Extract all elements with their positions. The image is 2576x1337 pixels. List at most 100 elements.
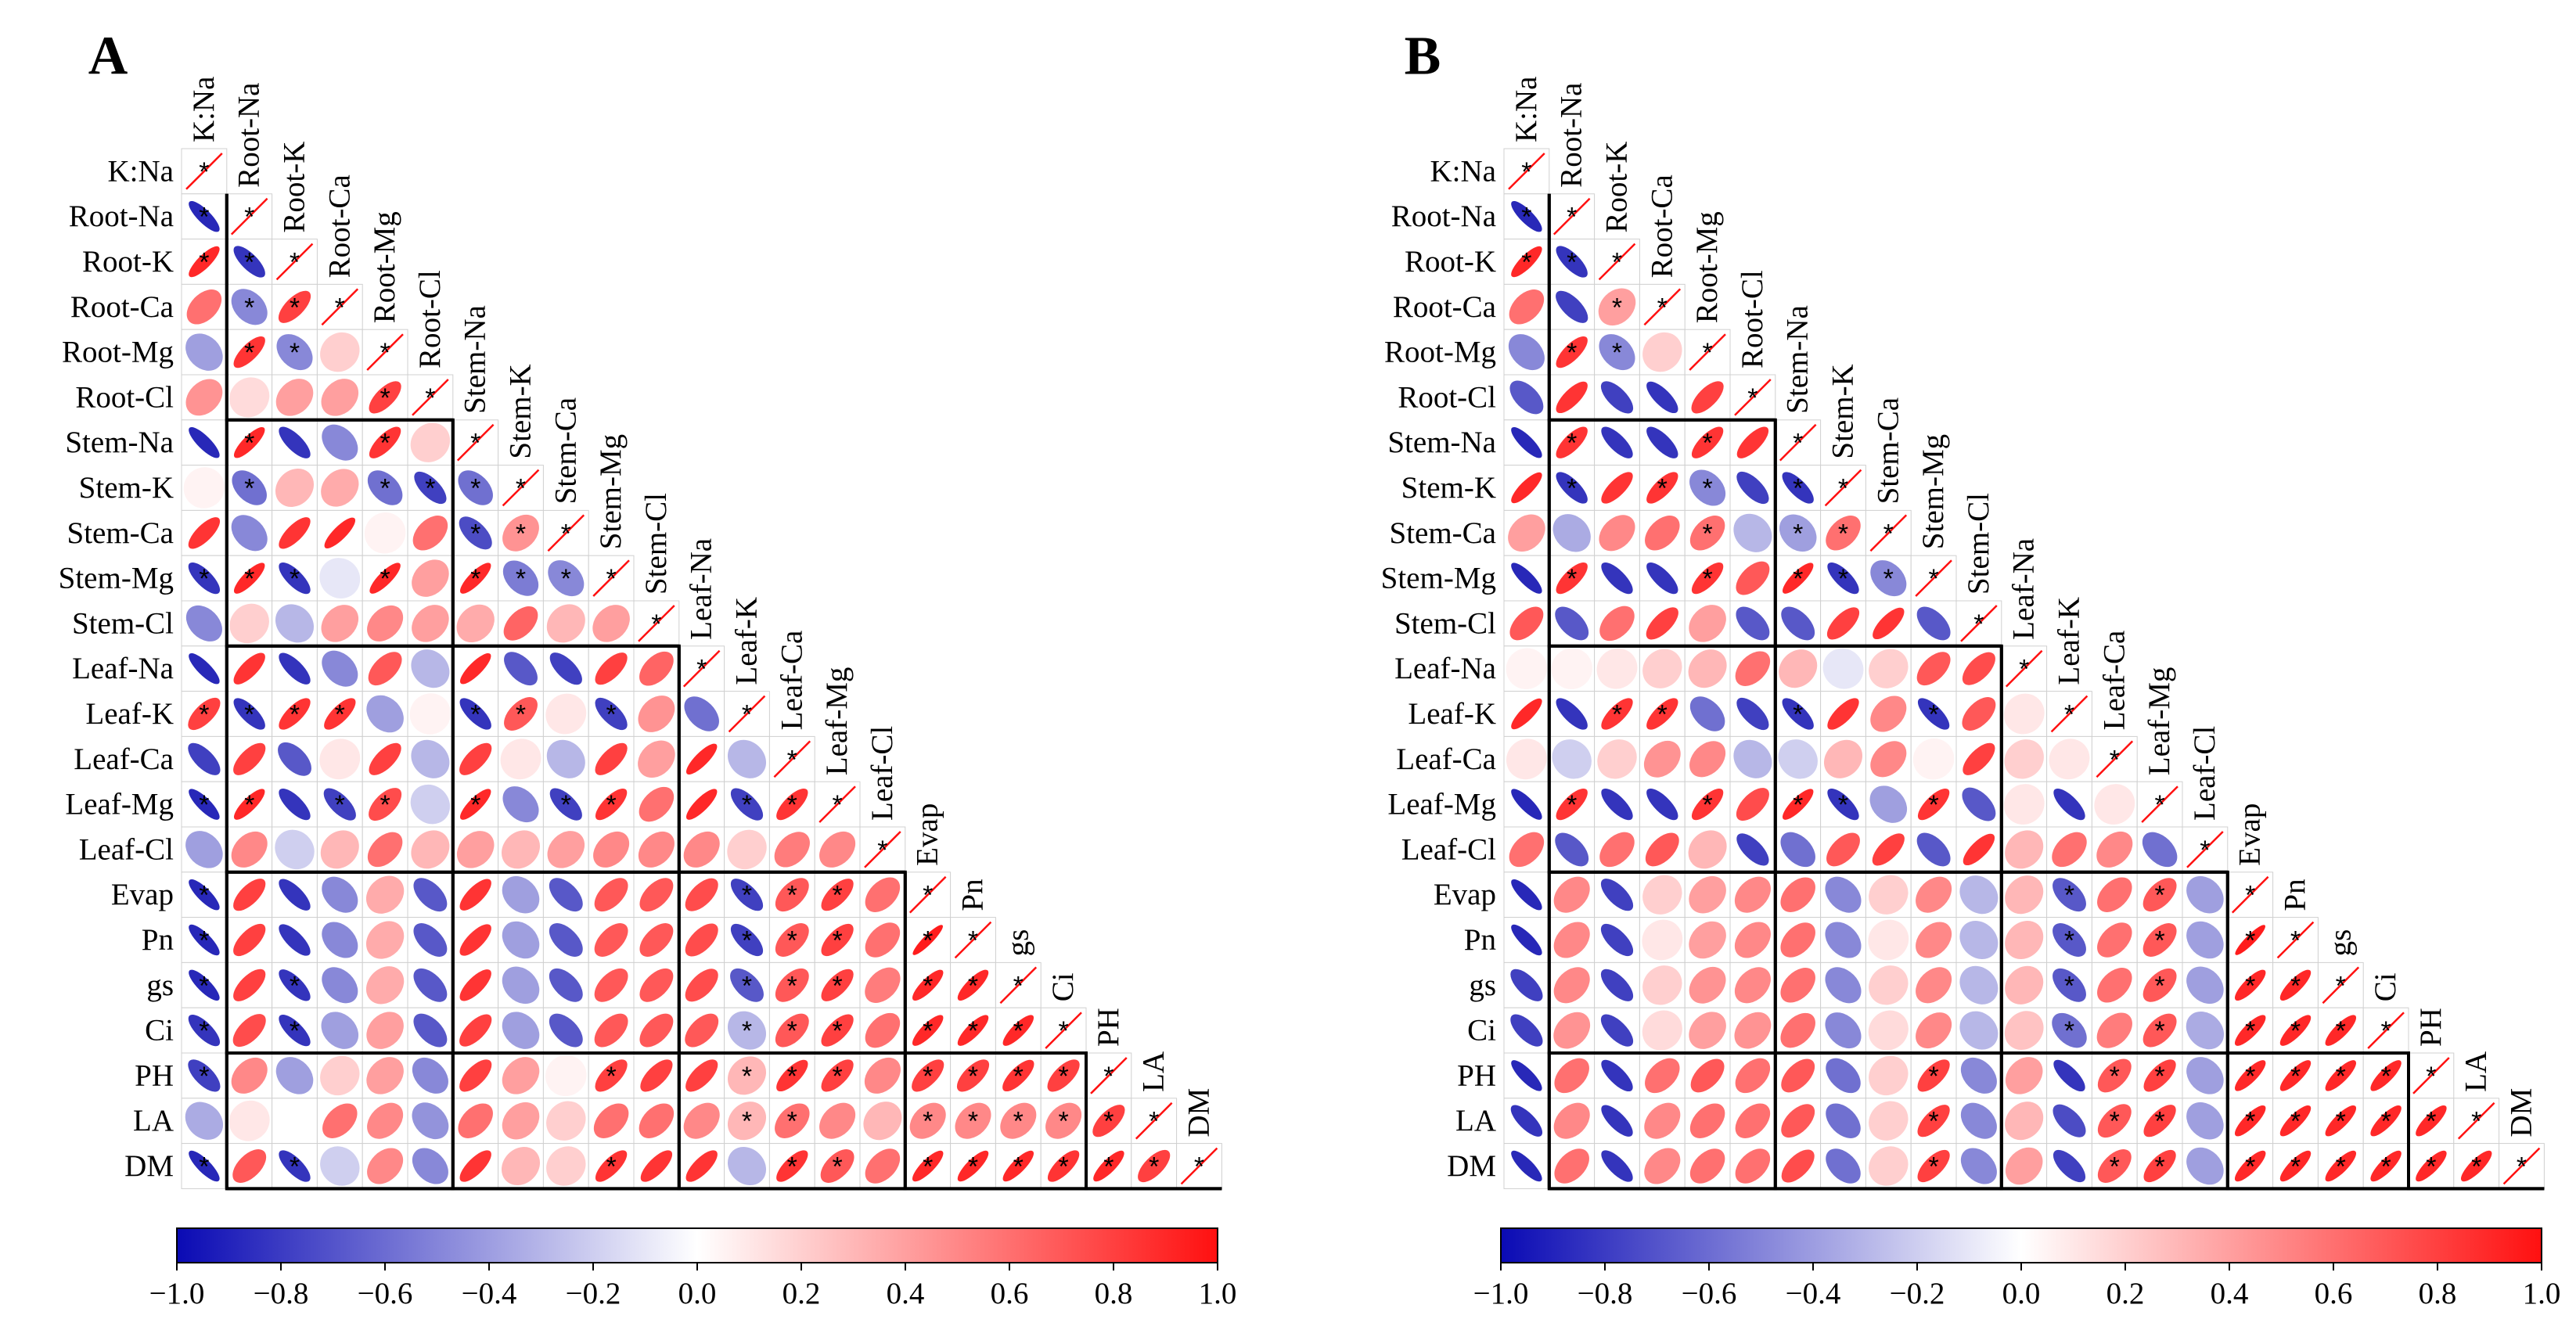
ellipse-14-3: [323, 788, 356, 821]
sig-star-22-13: *: [2110, 1152, 2120, 1182]
sig-star-9-9: *: [1928, 564, 1938, 594]
ellipse-9-3: [1646, 562, 1678, 595]
diag-mark-6: [456, 423, 495, 462]
ellipse-19-15: [865, 1012, 901, 1048]
ellipse-21-20: [1092, 1105, 1125, 1138]
sig-star-22-19: *: [1058, 1152, 1068, 1182]
ellipse-22-10: [640, 1150, 673, 1182]
ellipse-20-1: [1554, 1058, 1589, 1094]
ellipse-21-2: [273, 1100, 316, 1142]
diag-mark-5: [412, 379, 449, 416]
ellipse-13-5: [1733, 739, 1772, 778]
ellipse-14-7: [1827, 788, 1859, 821]
ellipse-6-5: [410, 422, 451, 462]
ellipse-13-7: [1823, 739, 1863, 778]
ellipse-21-3: [322, 1103, 358, 1138]
col-label-4: Root-Mg: [1690, 211, 1724, 323]
ellipse-19-2: [1600, 1014, 1634, 1047]
ellipse-21-1: [1553, 1102, 1590, 1139]
ellipse-22-11: [685, 1150, 718, 1182]
ellipse-10-7: [503, 606, 538, 641]
ellipse-12-7: [1827, 698, 1859, 730]
ellipse-11-10: [639, 651, 674, 686]
ellipse-19-5: [1734, 1012, 1772, 1049]
ellipse-17-13: [2097, 922, 2132, 958]
ellipse-8-2: [1599, 515, 1635, 552]
ellipse-15-7: [1826, 832, 1860, 867]
sig-star-4-2: *: [290, 338, 300, 368]
row-label-15: Leaf-Cl: [1401, 832, 1496, 866]
ellipse-13-7: [500, 739, 541, 780]
ellipse-16-12: [730, 879, 764, 911]
panel-letter-b: B: [1405, 27, 1441, 87]
sig-star-12-12: *: [742, 700, 752, 730]
ellipse-13-4: [369, 742, 401, 775]
ellipse-18-5: [413, 968, 448, 1002]
diag-mark-20: [2412, 1057, 2450, 1094]
ellipse-19-8: [1868, 1010, 1909, 1051]
ellipse-10-3: [1646, 607, 1678, 640]
ellipse-11-6: [1779, 649, 1818, 688]
ellipse-19-18: [1002, 1015, 1034, 1046]
ellipse-22-15: [865, 1148, 901, 1184]
sig-star-21-19: *: [2380, 1107, 2391, 1137]
ellipse-14-9: [1917, 788, 1950, 821]
ellipse-11-10: [1962, 652, 1995, 685]
ellipse-7-0: [183, 467, 225, 509]
ellipse-19-0: [188, 1014, 221, 1047]
col-label-12: Leaf-K: [2053, 597, 2086, 685]
sig-star-22-18: *: [1013, 1152, 1024, 1182]
ellipse-15-3: [1645, 832, 1679, 867]
col-label-18: gs: [2323, 929, 2357, 957]
col-label-8: Stem-Ca: [1871, 397, 1905, 504]
sig-star-22-9: *: [606, 1152, 616, 1182]
ellipse-20-3: [1645, 1058, 1680, 1094]
sig-star-22-16: *: [2245, 1152, 2255, 1182]
ellipse-16-7: [502, 875, 540, 914]
row-label-11: Leaf-Na: [72, 652, 174, 685]
colorbar-label-4: −0.2: [566, 1277, 621, 1310]
sig-star-6-6: *: [1793, 429, 1803, 458]
ellipse-15-2: [1599, 832, 1635, 868]
col-label-8: Stem-Ca: [549, 397, 582, 504]
ellipse-17-8: [549, 923, 583, 957]
col-label-0: K:Na: [1509, 77, 1543, 142]
ellipse-17-16: [912, 925, 943, 955]
sig-star-18-12: *: [2064, 971, 2074, 1001]
ellipse-20-7: [502, 1057, 540, 1094]
sig-star-14-13: *: [787, 790, 797, 820]
ellipse-10-6: [456, 604, 495, 643]
sig-star-5-5: *: [425, 383, 435, 413]
ellipse-13-0: [1506, 739, 1547, 780]
ellipse-17-11: [685, 923, 718, 957]
ellipse-16-14: [821, 879, 854, 911]
ellipse-14-0: [189, 789, 220, 820]
sig-star-2-0: *: [1521, 248, 1531, 278]
ellipse-15-6: [1780, 832, 1815, 868]
ellipse-5-3: [321, 379, 359, 416]
sig-star-12-2: *: [290, 700, 300, 730]
ellipse-8-7: [1826, 516, 1861, 551]
ellipse-22-3: [1644, 1148, 1681, 1184]
ellipse-2-1: [233, 246, 265, 278]
ellipse-20-11: [685, 1059, 718, 1092]
diag-mark-17: [2276, 921, 2315, 959]
ellipse-17-2: [279, 924, 311, 956]
panel-b: B * * * * * * * * * * * * * * * * * * * * * * * * * * * * * * * * * * * * * * *…: [1381, 27, 2561, 1311]
ellipse-11-4: [1688, 649, 1727, 688]
ellipse-19-14: [821, 1014, 854, 1047]
ellipse-14-12: [730, 788, 764, 821]
ellipse-14-11: [685, 789, 718, 820]
ellipse-13-11: [685, 743, 718, 775]
ellipse-21-11: [2005, 1102, 2044, 1141]
ellipse-16-4: [365, 875, 405, 914]
ellipse-16-5: [1734, 876, 1771, 913]
row-label-22: DM: [1447, 1149, 1496, 1183]
ellipse-14-2: [279, 788, 311, 821]
sig-star-14-7: *: [1838, 790, 1848, 820]
ellipse-14-5: [410, 784, 451, 825]
ellipse-20-9: [1917, 1059, 1950, 1092]
ellipse-12-9: [1917, 698, 1950, 730]
ellipse-9-5: [412, 559, 449, 597]
ellipse-22-17: [957, 1150, 989, 1182]
